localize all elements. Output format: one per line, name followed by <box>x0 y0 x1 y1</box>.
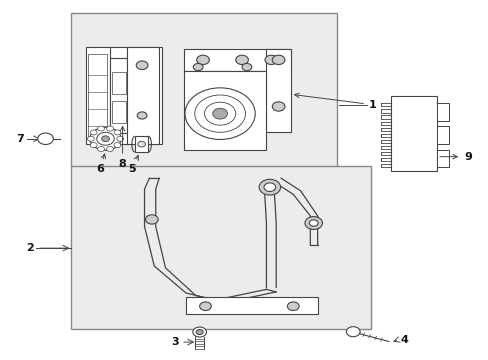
Bar <box>266 49 290 132</box>
Circle shape <box>90 143 97 148</box>
Circle shape <box>305 217 322 229</box>
Text: 3: 3 <box>171 337 179 347</box>
Circle shape <box>117 136 123 141</box>
Bar <box>100 54 102 137</box>
Text: 8: 8 <box>119 126 126 169</box>
Bar <box>436 103 448 121</box>
Circle shape <box>90 127 121 150</box>
Bar <box>110 58 127 134</box>
Text: 5: 5 <box>128 156 138 174</box>
Circle shape <box>114 130 121 135</box>
Circle shape <box>98 147 104 152</box>
Text: 2: 2 <box>26 243 34 253</box>
Circle shape <box>97 132 114 145</box>
Bar <box>185 297 317 315</box>
Circle shape <box>264 55 277 64</box>
Text: 4: 4 <box>400 334 407 345</box>
Circle shape <box>287 302 299 311</box>
Circle shape <box>184 88 255 139</box>
Circle shape <box>235 55 248 64</box>
Circle shape <box>242 63 251 71</box>
Circle shape <box>199 302 211 311</box>
Bar <box>71 166 370 329</box>
Text: 7: 7 <box>16 134 24 144</box>
Bar <box>112 72 125 94</box>
Bar <box>112 101 125 123</box>
Bar <box>103 54 106 137</box>
Bar <box>96 54 99 137</box>
Bar <box>93 54 96 137</box>
Circle shape <box>106 147 113 152</box>
Circle shape <box>106 126 113 131</box>
Circle shape <box>136 61 148 69</box>
Circle shape <box>346 327 359 337</box>
Circle shape <box>204 102 235 125</box>
Bar <box>436 126 448 144</box>
Circle shape <box>38 133 53 144</box>
Circle shape <box>138 141 145 147</box>
Bar <box>71 13 336 167</box>
Text: 1: 1 <box>294 93 376 110</box>
Bar <box>86 54 89 137</box>
Circle shape <box>196 329 203 334</box>
Circle shape <box>87 136 94 141</box>
Bar <box>86 47 110 144</box>
Circle shape <box>272 102 285 111</box>
Circle shape <box>212 108 227 119</box>
Circle shape <box>194 95 245 132</box>
Text: 6: 6 <box>97 154 105 174</box>
Circle shape <box>196 55 209 64</box>
Bar <box>135 136 148 152</box>
Bar <box>183 49 290 71</box>
Circle shape <box>137 112 147 119</box>
Circle shape <box>145 215 158 224</box>
Circle shape <box>90 130 97 135</box>
Circle shape <box>192 327 206 337</box>
Circle shape <box>98 126 104 131</box>
Bar <box>108 47 161 144</box>
Circle shape <box>114 143 121 148</box>
Circle shape <box>102 136 109 141</box>
Bar <box>127 47 159 144</box>
Circle shape <box>193 63 203 71</box>
Circle shape <box>309 220 318 226</box>
Bar <box>390 96 436 171</box>
Text: 9: 9 <box>439 152 471 162</box>
Bar <box>436 149 448 167</box>
Bar <box>88 54 107 137</box>
Circle shape <box>264 183 275 192</box>
Circle shape <box>259 179 280 195</box>
Bar <box>183 71 266 149</box>
Circle shape <box>272 55 285 64</box>
Bar <box>89 54 92 137</box>
